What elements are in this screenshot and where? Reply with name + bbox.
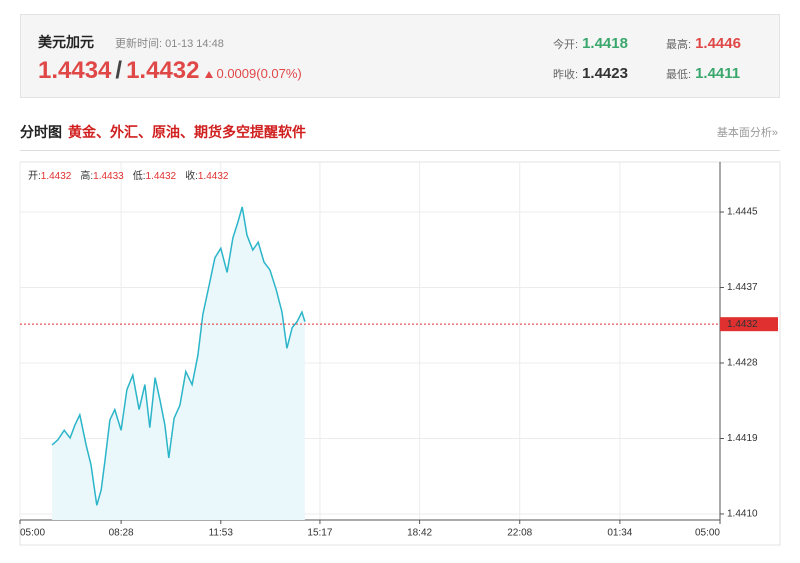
change: 0.0009(0.07%) (216, 66, 302, 81)
line (51, 206, 306, 506)
info-label: 低: (133, 169, 146, 182)
info-row: 开:1.4432 高:1.4433 低:1.4432 收:1.4432 (28, 169, 229, 182)
stat: 最高: 1.4446 (666, 35, 741, 52)
stat-label: 昨收: (553, 69, 579, 81)
info-value: 1.4432 (198, 171, 229, 182)
x-tick-label: 18:42 (407, 528, 432, 539)
update-time: 更新时间: 01-13 14:48 (115, 38, 224, 50)
y-tick-label: 1.4419 (727, 433, 758, 444)
stat-label: 今开: (553, 39, 579, 51)
info-label: 开: (28, 171, 41, 182)
info-label: 收: (185, 169, 198, 182)
x-tick-label: 11:53 (209, 528, 234, 539)
analysis-link[interactable]: 基本面分析» (716, 127, 778, 139)
y-tick-label: 1.4445 (727, 207, 758, 218)
info-label: 高: (80, 169, 93, 182)
stat: 最低: 1.4411 (666, 65, 740, 82)
y-tick-label: 1.4428 (727, 358, 758, 369)
x-tick-label: 05:00 (695, 528, 720, 539)
y-tick-label: 1.4437 (727, 282, 758, 293)
x-tick-label: 15:17 (307, 528, 332, 539)
stat-label: 最低: (666, 69, 692, 81)
stat: 今开: 1.4418 (553, 35, 628, 52)
stat-label: 最高: (666, 39, 692, 51)
reference-label: 1.4432 (727, 319, 758, 330)
section-bar: 分时图 黄金、外汇、原油、期货多空提醒软件 基本面分析» (20, 122, 780, 151)
quote-header: 美元加元 更新时间: 01-13 14:48 1.4434/1.4432 0.00… (20, 14, 780, 98)
y-tick-label: 1.4410 (727, 509, 758, 520)
stat-value: 1.4418 (582, 35, 628, 52)
section-title: 分时图 (20, 124, 62, 140)
info-value: 1.4433 (93, 171, 124, 182)
x-tick-label: 08:28 (109, 528, 134, 539)
promo-link[interactable]: 黄金、外汇、原油、期货多空提醒软件 (68, 124, 306, 140)
stat-value: 1.4411 (695, 65, 741, 82)
up-arrow (205, 71, 214, 78)
stat-value: 1.4446 (695, 35, 741, 52)
x-tick-label: 22:08 (507, 528, 532, 539)
stat-value: 1.4423 (582, 65, 628, 82)
stat: 昨收: 1.4423 (553, 65, 628, 82)
info-value: 1.4432 (41, 171, 72, 182)
bid: 1.4434 (38, 57, 112, 84)
title: 美元加元 (38, 34, 94, 50)
x-tick-label: 05:00 (20, 528, 45, 539)
price: 1.4434/1.4432 0.0009(0.07%) (38, 57, 302, 85)
separator: / (115, 57, 123, 84)
x-tick-label: 01:34 (607, 528, 632, 539)
chart: 1.4410 1.4419 1.4428 1.4437 1.4445 05:00 08:28… (19, 161, 781, 546)
info-value: 1.4432 (146, 171, 177, 182)
ask: 1.4432 (126, 57, 200, 84)
reference-badge (720, 317, 778, 332)
area (52, 206, 305, 520)
